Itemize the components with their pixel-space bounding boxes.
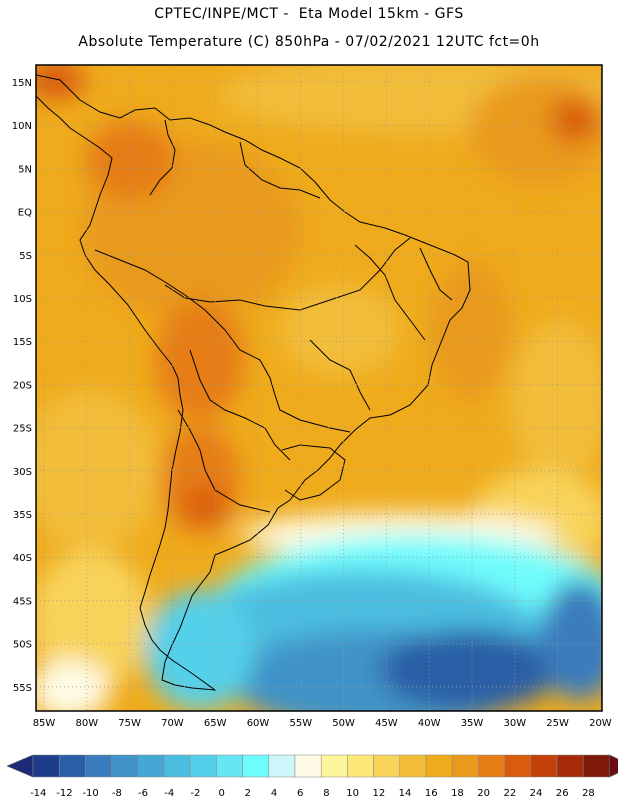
lon-label: 80W [75,718,98,729]
lat-label: 25S [13,424,32,435]
lon-label: 30W [503,718,526,729]
colorbar-swatch [189,754,217,778]
lon-label: 75W [118,718,141,729]
lon-label: 60W [247,718,270,729]
lon-label: 85W [33,718,56,729]
lat-label: 40S [13,553,32,564]
colorbar-label: 26 [556,788,569,799]
colorbar [6,754,618,778]
colorbar-label: 2 [245,788,251,799]
colorbar-label: -6 [138,788,148,799]
colorbar-swatch [294,754,322,778]
colorbar-swatch [399,754,427,778]
colorbar-swatch [451,754,479,778]
colorbar-arrow-right [609,754,618,778]
lon-label: 35W [461,718,484,729]
colorbar-swatch [32,754,60,778]
lat-label: 45S [13,596,32,607]
map-frame [35,64,603,712]
colorbar-swatch [111,754,139,778]
colorbar-label: 12 [372,788,385,799]
colorbar-swatch [163,754,191,778]
lon-label: 55W [289,718,312,729]
colorbar-swatch [504,754,532,778]
colorbar-label: 20 [477,788,490,799]
colorbar-label: 4 [271,788,277,799]
colorbar-label: 0 [218,788,224,799]
lat-label: 15N [12,78,32,89]
lat-label: 5N [18,164,32,175]
lon-label: 65W [204,718,227,729]
colorbar-label: 18 [451,788,464,799]
colorbar-swatch [85,754,112,778]
colorbar-labels: -14 -12 -10 -8 -6 -4 -2 0 2 4 6 8 10 12 14 16 18 20 22 24 26… [30,788,595,799]
colorbar-label: 14 [399,788,412,799]
chart-subtitle: Absolute Temperature (C) 850hPa - 07/02/… [78,34,540,50]
colorbar-label: -2 [190,788,200,799]
lon-label: 20W [589,718,612,729]
colorbar-label: -14 [30,788,46,799]
lat-label: 15S [13,337,32,348]
colorbar-swatch [242,754,270,778]
chart-title: CPTEC/INPE/MCT - Eta Model 15km - GFS [154,6,464,22]
colorbar-swatch [373,754,401,778]
colorbar-label: 10 [346,788,359,799]
colorbar-swatch [268,754,296,778]
colorbar-swatch [530,754,558,778]
lat-label: 55S [13,683,32,694]
colorbar-swatch [320,754,348,778]
colorbar-swatch [425,754,453,778]
lat-label: 10N [12,121,32,132]
lat-label: EQ [18,208,32,219]
longitude-labels: 85W 80W 75W 70W 65W 60W 55W 50W 45W 40W 35W 30W 25W 2… [33,718,612,729]
colorbar-label: 28 [582,788,595,799]
colorbar-label: -4 [164,788,174,799]
lat-label: 20S [13,380,32,391]
colorbar-swatch [582,754,610,778]
colorbar-swatch [216,754,243,778]
colorbar-label: 24 [530,788,543,799]
lat-label: 30S [13,467,32,478]
colorbar-label: 6 [297,788,303,799]
lat-label: 10S [13,294,32,305]
colorbar-swatch [347,754,374,778]
colorbar-arrow-left [6,754,34,778]
colorbar-label: 22 [503,788,516,799]
lon-label: 70W [161,718,184,729]
colorbar-swatch [137,754,165,778]
colorbar-label: -8 [112,788,122,799]
colorbar-label: 16 [425,788,438,799]
colorbar-swatch [556,754,584,778]
continent-outline [36,74,471,691]
colorbar-swatch [478,754,505,778]
colorbar-swatch [58,754,86,778]
lon-label: 50W [332,718,355,729]
lon-label: 45W [375,718,398,729]
colorbar-label: 8 [323,788,329,799]
lat-label: 35S [13,510,32,521]
colorbar-label: -12 [56,788,72,799]
temperature-field [36,65,602,711]
lat-label: 5S [19,251,32,262]
lon-label: 25W [546,718,569,729]
lon-label: 40W [418,718,441,729]
latitude-labels: 15N 10N 5N EQ 5S 10S 15S 20S 25S 30S 35S 40S 45S 50S 5… [12,78,32,694]
lat-label: 50S [13,640,32,651]
colorbar-label: -10 [82,788,98,799]
